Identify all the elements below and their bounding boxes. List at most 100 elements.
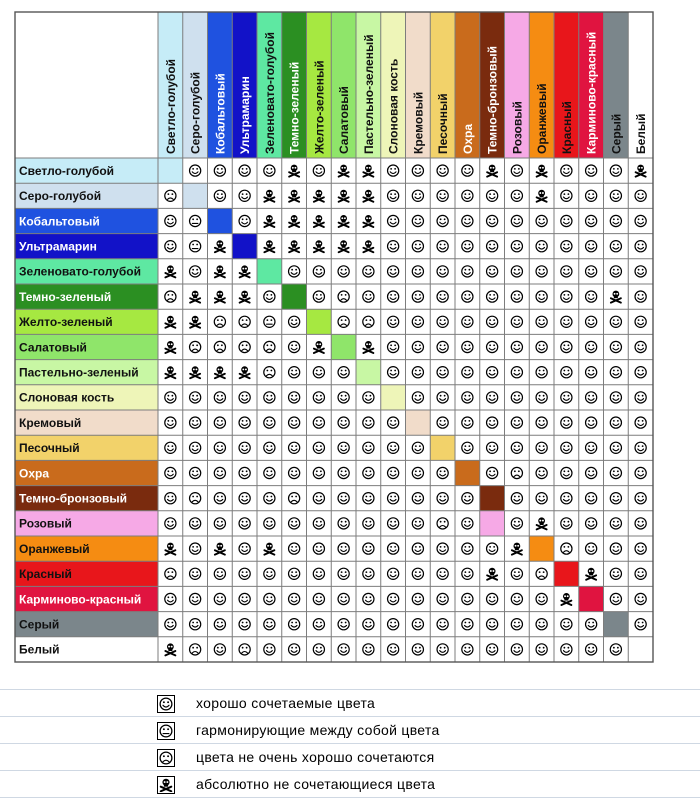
- smile-icon: [362, 542, 375, 555]
- diagonal-cell: [380, 384, 406, 410]
- legend-label-good: хорошо сочетаемые цвета: [196, 695, 376, 711]
- smile-icon: [238, 189, 251, 202]
- frown-icon: [188, 643, 202, 656]
- smile-icon: [386, 592, 400, 606]
- smile-icon: [634, 416, 647, 429]
- frown-icon: [337, 290, 350, 303]
- column-header-swatch: [430, 12, 455, 158]
- frown-icon: [238, 340, 251, 354]
- smile-icon: [386, 441, 400, 454]
- smile-icon: [560, 643, 573, 656]
- smile-icon: [213, 391, 227, 404]
- row-header-label: Желто-зеленый: [18, 315, 113, 329]
- skull-crossbones-icon: [585, 567, 598, 581]
- legend-divider: [0, 797, 700, 798]
- frown-icon: [510, 466, 524, 480]
- smile-icon: [411, 214, 425, 228]
- smile-icon: [337, 441, 350, 454]
- column-header-label: Ультрамарин: [238, 76, 252, 154]
- smile-icon: [461, 416, 474, 429]
- row-header-label: Серо-голубой: [19, 189, 101, 203]
- smile-icon: [362, 391, 375, 404]
- skull-crossbones-icon: [288, 164, 301, 178]
- smile-icon: [535, 441, 548, 454]
- skull-crossbones-icon: [486, 164, 499, 178]
- smile-icon: [461, 214, 474, 228]
- table-row: Желто-зеленый: [15, 309, 647, 335]
- diagonal-cell: [430, 435, 455, 461]
- legend-frown-icon: [157, 749, 175, 767]
- smile-icon: [411, 265, 425, 278]
- smile-icon: [560, 340, 573, 354]
- smile-icon: [337, 517, 350, 530]
- diagonal-cell: [603, 611, 629, 637]
- smile-icon: [510, 164, 524, 177]
- smile-icon: [609, 492, 623, 505]
- smile-icon: [411, 466, 425, 480]
- smile-icon: [386, 643, 400, 656]
- smile-icon: [337, 592, 350, 606]
- column-header-label: Светло-голубой: [164, 59, 178, 154]
- smile-icon: [287, 643, 301, 656]
- smile-icon: [485, 441, 499, 454]
- smile-icon: [164, 517, 177, 530]
- smile-icon: [436, 643, 449, 656]
- smile-icon: [436, 542, 449, 555]
- legend-label-poor: цвета не очень хорошо сочетаются: [196, 749, 435, 765]
- smile-icon: [485, 189, 499, 202]
- smile-icon: [535, 290, 548, 303]
- smile-icon: [510, 315, 524, 328]
- row-header-label: Светло-голубой: [19, 164, 114, 178]
- column-header-swatch: [331, 12, 356, 158]
- column-header-label: Слоновая кость: [387, 59, 401, 154]
- diagonal-cell: [207, 208, 233, 234]
- smile-icon: [287, 366, 301, 379]
- smile-icon: [411, 340, 425, 354]
- smile-icon: [362, 643, 375, 656]
- column-header-swatch: [257, 12, 282, 158]
- column-header-swatch: [405, 12, 431, 158]
- smile-icon: [386, 340, 400, 354]
- skull-crossbones-icon: [337, 189, 350, 203]
- smile-icon: [560, 366, 573, 379]
- column-header-swatch: [578, 12, 604, 158]
- skull-crossbones-icon: [535, 517, 548, 531]
- row-header-swatch: [15, 636, 158, 662]
- column-header-label: Темно-бронзовый: [486, 46, 500, 154]
- row-header-label: Слоновая кость: [19, 391, 114, 405]
- row-header-label: Кобальтовый: [19, 214, 100, 228]
- smile-icon: [510, 366, 524, 379]
- smile-icon: [485, 290, 499, 303]
- frown-icon: [362, 315, 375, 328]
- diagonal-cell: [158, 158, 183, 184]
- skull-crossbones-icon: [263, 240, 276, 254]
- smile-icon: [386, 315, 400, 328]
- legend-neutral-face-icon: [157, 722, 175, 740]
- smile-icon: [159, 697, 173, 711]
- frown-icon: [535, 567, 548, 581]
- smile-icon: [634, 492, 647, 505]
- smile-icon: [609, 416, 623, 429]
- smile-icon: [461, 517, 474, 530]
- smile-icon: [436, 189, 449, 202]
- legend-skull-crossbones-icon: [157, 776, 175, 794]
- smile-icon: [263, 643, 276, 656]
- row-header-label: Кремовый: [19, 416, 81, 430]
- smile-icon: [634, 214, 647, 228]
- row-header-label: Оранжевый: [19, 542, 90, 556]
- smile-icon: [634, 567, 647, 581]
- diagonal-cell: [479, 485, 505, 511]
- row-header-swatch: [15, 258, 158, 284]
- smile-icon: [188, 466, 202, 480]
- smile-icon: [461, 391, 474, 404]
- smile-icon: [312, 592, 326, 606]
- column-header-swatch: [554, 12, 579, 158]
- smile-icon: [584, 466, 598, 480]
- smile-icon: [362, 492, 375, 505]
- column-header-label: Серо-голубой: [189, 72, 203, 154]
- diagonal-cell: [331, 334, 356, 360]
- smile-icon: [238, 441, 251, 454]
- smile-icon: [609, 239, 623, 253]
- row-header-label: Салатовый: [19, 340, 87, 354]
- smile-icon: [164, 416, 177, 429]
